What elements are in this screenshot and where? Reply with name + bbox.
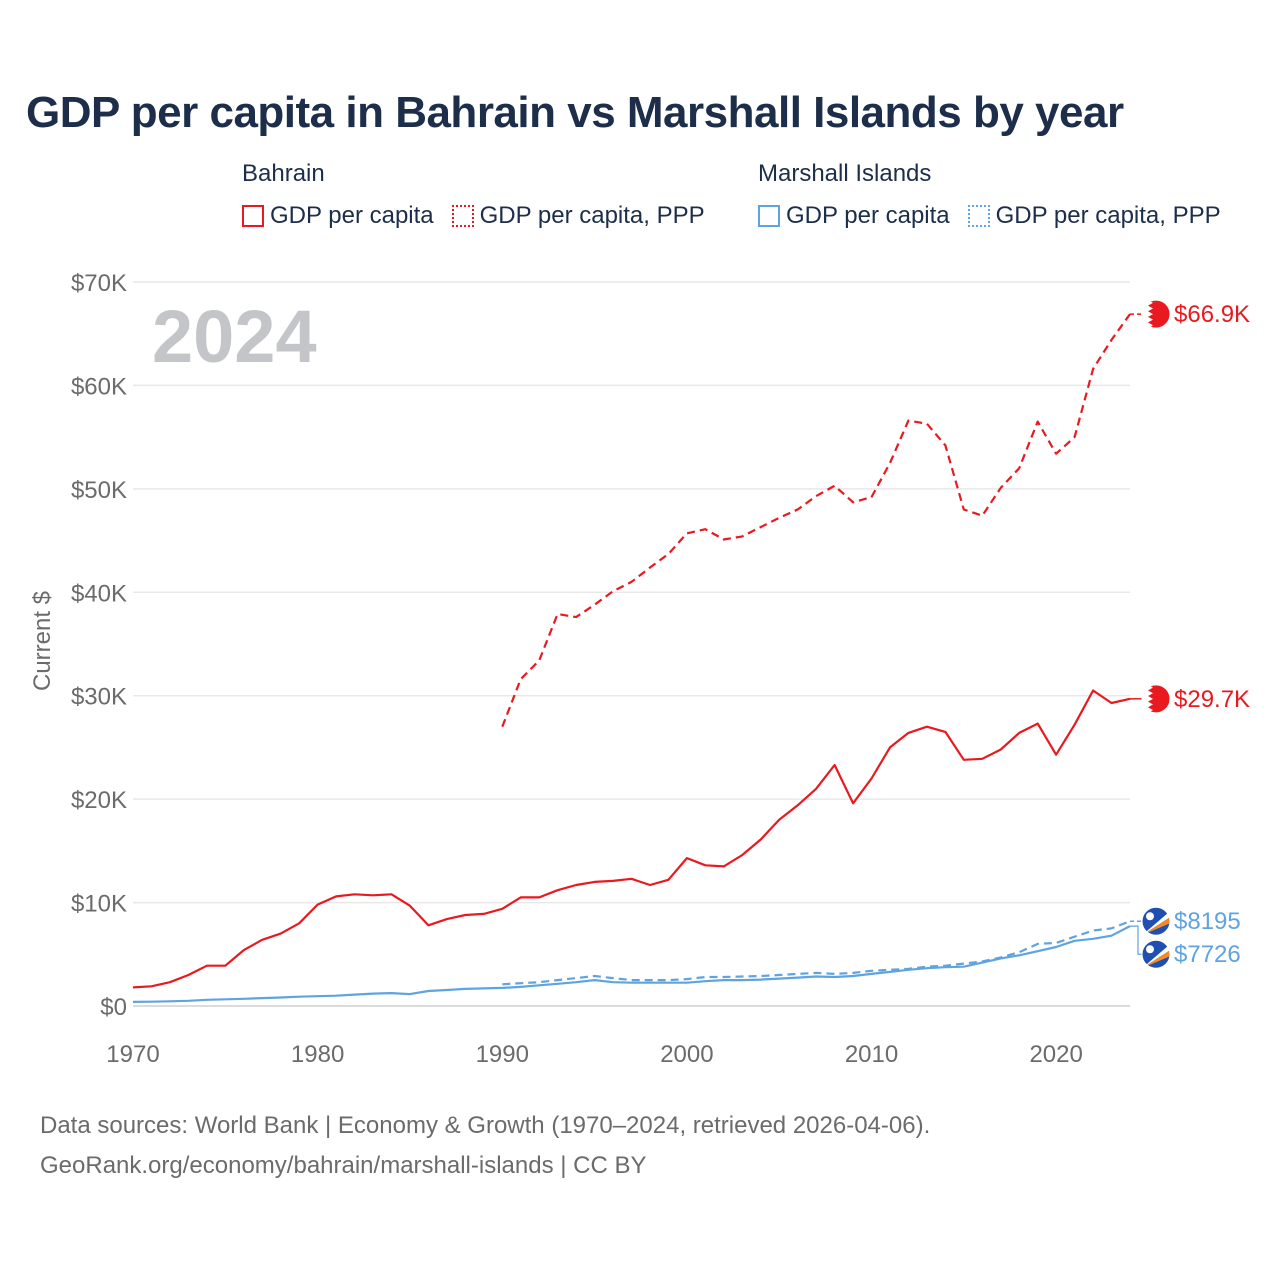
legend-country-bahrain: Bahrain: [242, 160, 325, 187]
legend-swatch-dotted: [451, 205, 474, 227]
x-tick-label: 2020: [1029, 1041, 1082, 1068]
legend-item-marshall-gdp-ppp[interactable]: GDP per capita, PPP: [967, 202, 1221, 230]
series-line-0[interactable]: [132, 689, 1131, 989]
y-tick-label: $10K: [71, 891, 127, 918]
y-tick-label: $70K: [71, 270, 127, 297]
legend-group-marshall-islands: Marshall Islands GDP per capita GDP per …: [758, 160, 1221, 230]
series-line-1[interactable]: [501, 313, 1131, 728]
y-tick-label: $0: [100, 994, 127, 1021]
y-axis-label: Current $: [29, 591, 56, 691]
series-end-value-label: $29.7K: [1174, 686, 1250, 713]
x-tick-label: 2010: [845, 1041, 898, 1068]
chart-title: GDP per capita in Bahrain vs Marshall Is…: [26, 88, 1124, 137]
series-end-value-label: $66.9K: [1174, 301, 1250, 328]
x-tick-label: 1980: [291, 1041, 344, 1068]
series-line-3[interactable]: [502, 920, 1131, 986]
footer: Data sources: World Bank | Economy & Gro…: [40, 1106, 930, 1186]
source-url: GeoRank.org/economy/bahrain/marshall-isl…: [40, 1152, 647, 1179]
marshall-islands-flag-icon: [1141, 939, 1171, 969]
legend-label: GDP per capita, PPP: [995, 202, 1221, 229]
legend-item-bahrain-gdp-ppp[interactable]: GDP per capita, PPP: [451, 202, 705, 230]
legend-swatch-solid: [758, 205, 780, 227]
y-tick-label: $20K: [71, 787, 127, 814]
legend-country-marshall-islands: Marshall Islands: [758, 160, 932, 187]
bahrain-flag-icon: [1141, 684, 1171, 714]
series-end-value-label: $7726: [1174, 941, 1241, 968]
x-tick-label: 1990: [476, 1041, 529, 1068]
legend-label: GDP per capita: [270, 202, 434, 229]
legend-swatch-dotted: [967, 205, 990, 227]
legend-label: GDP per capita: [786, 202, 950, 229]
label-leader-line: [1130, 925, 1142, 955]
marshall-islands-flag-icon: [1141, 906, 1171, 936]
legend-label: GDP per capita, PPP: [479, 202, 705, 229]
legend-group-bahrain: Bahrain GDP per capita GDP per capita, P…: [242, 160, 705, 230]
y-tick-label: $40K: [71, 580, 127, 607]
legend-swatch-solid: [242, 205, 264, 227]
y-tick-label: $30K: [71, 684, 127, 711]
legend-item-marshall-gdp[interactable]: GDP per capita: [758, 202, 950, 230]
x-tick-label: 1970: [106, 1041, 159, 1068]
y-tick-label: $60K: [71, 373, 127, 400]
series-end-value-label: $8195: [1174, 908, 1241, 935]
series-line-2[interactable]: [132, 925, 1131, 1003]
year-watermark: 2024: [152, 295, 317, 378]
x-tick-label: 2000: [660, 1041, 713, 1068]
bahrain-flag-icon: [1141, 299, 1171, 329]
data-source-note: Data sources: World Bank | Economy & Gro…: [40, 1112, 931, 1139]
y-tick-label: $50K: [71, 477, 127, 504]
legend-item-bahrain-gdp[interactable]: GDP per capita: [242, 202, 434, 230]
